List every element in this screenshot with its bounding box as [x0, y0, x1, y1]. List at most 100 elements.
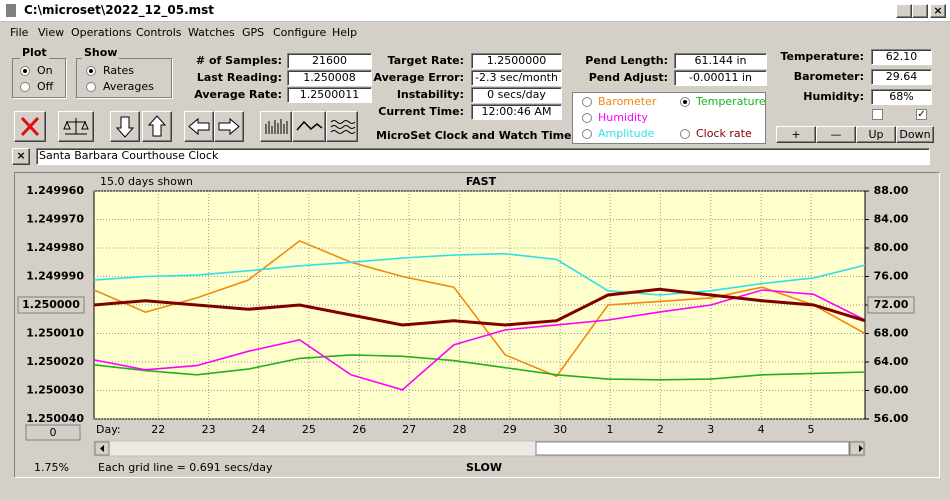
channel-label: Temperature [696, 95, 766, 108]
field-label: Pend Adjust: [588, 71, 668, 84]
field-value: 1.250008 [287, 70, 372, 86]
menu-item[interactable]: Help [332, 26, 358, 39]
group-label: Plot [20, 46, 49, 59]
icon [20, 116, 40, 137]
scale-button[interactable] [58, 111, 94, 142]
y-tick-label: 1.249970 [26, 213, 84, 226]
window-title: C:\microset\2022_12_05.mst [24, 3, 215, 17]
scale-button[interactable]: Up [856, 126, 896, 143]
left-button[interactable] [184, 111, 214, 142]
y-tick-label: 1.250000 [22, 298, 80, 311]
scale-button[interactable]: Down [896, 126, 934, 143]
menu-item[interactable]: Controls [136, 26, 182, 39]
field-value: -2.3 sec/month [471, 70, 562, 86]
icon [115, 116, 135, 138]
scale-button[interactable]: + [776, 126, 816, 143]
offset-button[interactable] [25, 424, 81, 441]
field-label: Target Rate: [387, 54, 464, 67]
icon [63, 118, 89, 135]
bars-button[interactable] [260, 111, 292, 142]
menu-item[interactable]: Operations [71, 26, 132, 39]
tick-button [867, 296, 915, 314]
icon [265, 119, 288, 134]
noise-button[interactable] [326, 111, 358, 142]
channel-radio[interactable] [582, 129, 592, 139]
slow-label: SLOW [466, 461, 502, 474]
field-value: 62.10 [871, 49, 932, 65]
y-tick-label: 1.249990 [26, 270, 84, 283]
clock-name-field[interactable]: Santa Barbara Courthouse Clock [36, 148, 930, 165]
field-value: 12:00:46 AM [471, 104, 562, 120]
field-value: 1.2500000 [471, 53, 562, 69]
app-icon [6, 4, 16, 17]
close-clock-button[interactable]: × [12, 148, 30, 165]
icon [188, 117, 210, 136]
tick-button [17, 296, 85, 314]
group-label: Show [82, 46, 120, 59]
channel-box [572, 92, 766, 144]
maximize-button[interactable] [912, 4, 928, 18]
menu-item[interactable]: Configure [273, 26, 327, 39]
field-label: Barometer: [793, 70, 864, 83]
scrollbar-thumb[interactable] [535, 441, 850, 456]
channel-label: Clock rate [696, 127, 752, 140]
down-button[interactable] [110, 111, 140, 142]
clear-button[interactable] [14, 111, 46, 142]
minimize-button[interactable] [896, 4, 912, 18]
x-tick-label: 27 [402, 423, 416, 436]
x-tick-label: 2 [657, 423, 664, 436]
menu-item[interactable]: Watches [188, 26, 235, 39]
channel-radio[interactable] [582, 113, 592, 123]
radio-label: Averages [103, 80, 154, 93]
y-tick-label: 1.249980 [26, 241, 84, 254]
field-value: 0 secs/day [471, 87, 562, 103]
close-button[interactable]: × [930, 4, 946, 18]
day-label: Day: [96, 423, 121, 436]
menu-item[interactable]: GPS [242, 26, 265, 39]
field-value: 21600 [287, 53, 372, 69]
field-label: Last Reading: [196, 71, 282, 84]
x-tick-label: 24 [251, 423, 265, 436]
field-label: # of Samples: [195, 54, 282, 67]
y2-tick-label: 84.00 [874, 213, 909, 226]
x-tick-label: 28 [452, 423, 466, 436]
x-tick-label: 3 [707, 423, 714, 436]
channel-radio[interactable] [680, 129, 690, 139]
up-button[interactable] [142, 111, 172, 142]
scale-button[interactable]: — [816, 126, 856, 143]
radio[interactable] [20, 82, 30, 92]
y-tick-label: 1.249960 [26, 184, 84, 197]
x-tick-label: 30 [553, 423, 567, 436]
y2-tick-label: 68.00 [874, 327, 909, 340]
menu-item[interactable]: File [10, 26, 29, 39]
checkbox[interactable] [872, 109, 883, 120]
series-line [93, 239, 866, 378]
radio-label: Rates [103, 64, 134, 77]
checkbox-checked[interactable]: ✓ [916, 109, 927, 120]
show-group [76, 58, 172, 98]
x-tick-label: 5 [808, 423, 815, 436]
channel-radio[interactable] [680, 97, 690, 107]
icon [218, 117, 240, 136]
scroll-right[interactable] [849, 441, 865, 456]
menu-item[interactable]: View [38, 26, 65, 39]
radio[interactable] [20, 66, 30, 76]
wave-button[interactable] [292, 111, 326, 142]
x-tick-label: 29 [503, 423, 517, 436]
y2-tick-label: 80.00 [874, 241, 909, 254]
app-name: MicroSet Clock and Watch Timer [376, 129, 577, 142]
radio[interactable] [86, 66, 96, 76]
channel-label: Humidity [598, 111, 648, 124]
x-tick-label: 1 [607, 423, 614, 436]
field-value: 29.64 [871, 69, 932, 85]
icon [147, 115, 167, 137]
radio[interactable] [86, 82, 96, 92]
x-tick-label: 22 [151, 423, 165, 436]
icon [330, 120, 356, 134]
right-button[interactable] [214, 111, 244, 142]
field-value: 1.2500011 [287, 87, 372, 103]
field-label: Average Error: [373, 71, 464, 84]
field-label: Pend Length: [585, 54, 668, 67]
channel-radio[interactable] [582, 97, 592, 107]
